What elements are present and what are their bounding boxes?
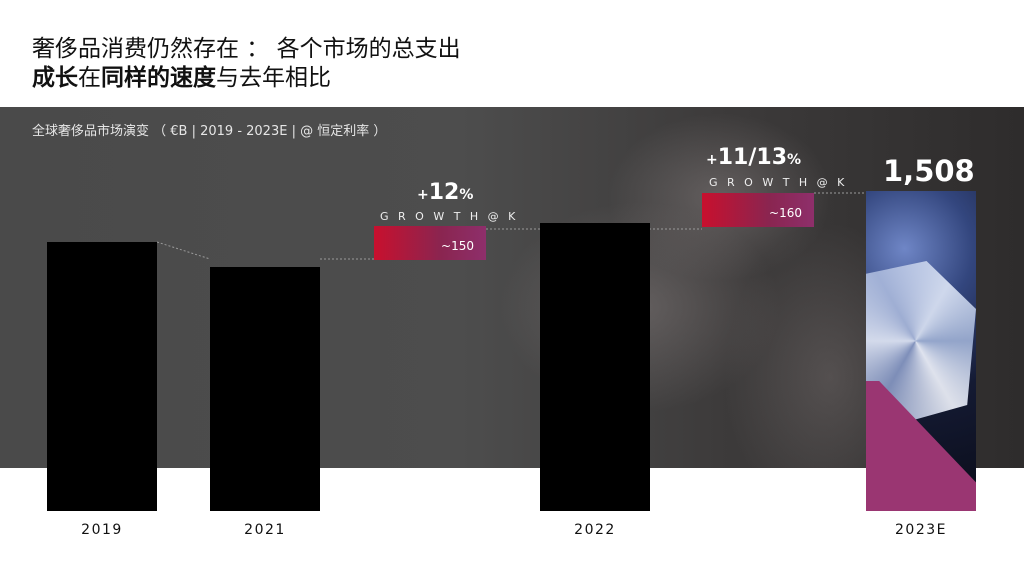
bar-2019 [47, 242, 157, 511]
growth-increment-2: ~160 [769, 206, 802, 220]
chart-subtitle: 全球奢侈品市场演变 （ €B | 2019 - 2023E | @ 恒定利率 ） [32, 124, 387, 139]
data-label-2023E: 1,508 [883, 154, 975, 188]
growth-percent-1: +12% [417, 180, 473, 205]
growth-percent-sign-1: % [459, 187, 474, 203]
chart-background-band [0, 107, 1024, 468]
title-normal-b: 与去年相比 [216, 65, 331, 91]
growth-increment-1: ~150 [441, 239, 474, 253]
growth-percent-2: +11/13% [706, 145, 801, 170]
growth-box-2: ~160 [702, 193, 814, 227]
bar-2021 [210, 267, 320, 511]
growth-plus-2: + [706, 152, 718, 168]
growth-number-2: 11/13 [717, 145, 787, 170]
bar-2023E [866, 191, 976, 511]
growth-number-1: 12 [428, 180, 460, 205]
x-tick-label-2023E: 2023E [895, 522, 947, 538]
x-tick-label-2022: 2022 [574, 522, 616, 538]
growth-word-1: G R O W T H @ K [380, 210, 519, 223]
growth-plus-1: + [417, 187, 429, 203]
title-normal-a: 在 [78, 65, 101, 91]
title-bold-a: 成长 [32, 65, 78, 91]
growth-box-1: ~150 [374, 226, 486, 260]
bar-2022 [540, 223, 650, 511]
growth-word-2: G R O W T H @ K [709, 176, 848, 189]
x-tick-label-2019: 2019 [81, 522, 123, 538]
title-bold-b: 同样的速度 [101, 65, 216, 91]
page-title-line2: 成长在同样的速度与去年相比 [32, 63, 331, 93]
x-tick-label-2021: 2021 [244, 522, 286, 538]
growth-percent-sign-2: % [787, 152, 802, 168]
page-title-line1: 奢侈品消费仍然存在 ： 各个市场的总支出 [32, 36, 461, 62]
